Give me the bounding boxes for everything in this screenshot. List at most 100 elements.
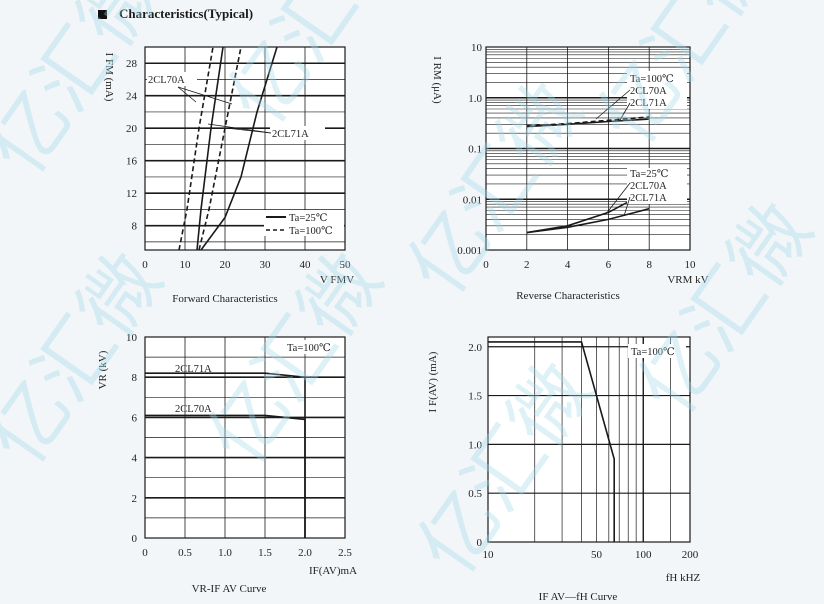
reverse-xlabel: VRM kV — [667, 274, 708, 286]
forward-legend-bg — [264, 210, 344, 236]
reverse-xtick-label-4: 8 — [646, 259, 652, 271]
vr-if-annotation-0: Ta=100℃ — [287, 343, 331, 354]
forward-chart: 0 10 20 30 40 50 8 12 16 20 24 28 V FMV I FM (mA) Forw… — [103, 46, 354, 305]
vr-if-ytick-label-4: 8 — [132, 372, 138, 384]
forward-annotation-0: 2CL70A — [148, 75, 185, 86]
reverse-caption: Reverse Characteristics — [516, 290, 620, 302]
if-f-chart: 10 50 100 200 0 0.5 1.0 1.5 2.0 fH kHZ I F(AV) (mA… — [427, 336, 701, 603]
reverse-annot-bg-bottom — [627, 168, 687, 204]
forward-ytick-label-4: 24 — [126, 91, 138, 103]
forward-ylabel: I FM (mA) — [103, 53, 115, 102]
vr-if-xtick-label-4: 2.0 — [298, 547, 312, 559]
if-f-ytick-label-0: 0 — [477, 537, 483, 549]
if-f-ytick-label-1: 0.5 — [468, 488, 482, 500]
forward-xtick-label-3: 30 — [260, 259, 272, 271]
if-f-annot-bg-0 — [628, 344, 686, 358]
forward-ytick-label-2: 16 — [126, 156, 138, 168]
vr-if-annot-bg-0 — [284, 340, 342, 354]
reverse-ytick-label-2: 0.1 — [468, 144, 482, 156]
reverse-ytick-label-1: 0.01 — [463, 194, 482, 206]
reverse-ytick-label-3: 1.0 — [468, 93, 482, 105]
vr-if-xtick-label-3: 1.5 — [258, 547, 272, 559]
if-f-series-0 — [488, 341, 616, 542]
if-f-xlabel: fH kHZ — [666, 572, 701, 584]
forward-pointer-0a — [177, 86, 197, 103]
forward-xtick-label-5: 50 — [340, 259, 352, 271]
reverse-ytick-label-0: 0.001 — [457, 245, 482, 257]
vr-if-chart: 0 0.5 1.0 1.5 2.0 2.5 0 2 4 6 8 10 IF(AV)mA VR (kV) VR… — [97, 332, 357, 595]
forward-ytick-label-5: 28 — [126, 58, 138, 70]
if-f-ytick-label-3: 1.5 — [468, 391, 482, 403]
reverse-pointer-3 — [623, 196, 631, 217]
reverse-chart: 0 2 4 6 8 10 0.001 0.01 0.1 1.0 10 VRM kV I RM (μA) R… — [431, 42, 709, 302]
reverse-annotation-4: 2CL70A — [630, 181, 667, 192]
if-f-ytick-label-4: 2.0 — [468, 342, 482, 354]
reverse-xtick-label-5: 10 — [685, 259, 697, 271]
if-f-annotation-0: Ta=100℃ — [631, 347, 675, 358]
if-f-caption: IF AV—fH Curve — [539, 591, 618, 603]
reverse-annotation-0: Ta=100℃ — [630, 74, 674, 85]
forward-annotation-1: 2CL71A — [272, 129, 309, 140]
vr-if-annotation-2: 2CL70A — [175, 404, 212, 415]
forward-pointer-0b — [177, 86, 233, 105]
reverse-xtick-label-3: 6 — [606, 259, 612, 271]
forward-xlabel: V FMV — [320, 274, 354, 286]
vr-if-ytick-label-0: 0 — [132, 533, 138, 545]
reverse-ytick-label-4: 10 — [471, 42, 483, 54]
reverse-ylabel: I RM (μA) — [431, 56, 443, 104]
if-f-xtick-label-2: 100 — [635, 549, 652, 561]
vr-if-caption: VR-IF AV Curve — [192, 583, 267, 595]
reverse-series-3 — [526, 207, 650, 234]
vr-if-series-1 — [145, 414, 306, 538]
if-f-xtick-label-0: 10 — [483, 549, 495, 561]
reverse-xtick-label-1: 2 — [524, 259, 530, 271]
forward-ytick-label-3: 20 — [126, 123, 138, 135]
page-title-text: Characteristics(Typical) — [119, 6, 254, 21]
page-title: Characteristics(Typical) — [98, 6, 253, 22]
vr-if-xtick-label-5: 2.5 — [338, 547, 352, 559]
vr-if-ytick-label-1: 2 — [132, 493, 138, 505]
forward-xtick-label-2: 20 — [220, 259, 232, 271]
vr-if-xtick-label-2: 1.0 — [218, 547, 232, 559]
forward-series-3 — [200, 46, 278, 251]
reverse-series-1 — [526, 118, 650, 128]
reverse-annotation-2: 2CL71A — [630, 98, 667, 109]
vr-if-annotation-1: 2CL71A — [175, 364, 212, 375]
title-bullet-icon — [98, 9, 107, 19]
forward-xtick-label-1: 10 — [180, 259, 192, 271]
vr-if-xtick-label-1: 0.5 — [178, 547, 192, 559]
reverse-xtick-label-0: 0 — [483, 259, 489, 271]
forward-annot-bg-1 — [270, 126, 325, 140]
reverse-annotation-5: 2CL71A — [630, 193, 667, 204]
reverse-xtick-label-2: 4 — [565, 259, 571, 271]
vr-if-xlabel: IF(AV)mA — [309, 565, 357, 577]
forward-series-1 — [196, 46, 224, 251]
vr-if-ytick-label-5: 10 — [126, 332, 138, 344]
vr-if-ytick-label-3: 6 — [132, 412, 138, 424]
reverse-pointer-1 — [619, 102, 631, 121]
vr-if-ytick-label-2: 4 — [132, 453, 138, 465]
reverse-pointer-2 — [605, 182, 631, 215]
vr-if-xtick-label-0: 0 — [142, 547, 148, 559]
forward-annot-bg-0 — [147, 72, 197, 86]
vr-if-ylabel: VR (kV) — [97, 350, 109, 389]
forward-ytick-label-0: 8 — [132, 221, 138, 233]
reverse-annotation-3: Ta=25℃ — [630, 169, 669, 180]
if-f-ytick-label-2: 1.0 — [468, 439, 482, 451]
reverse-annotation-1: 2CL70A — [630, 86, 667, 97]
if-f-xtick-label-1: 50 — [591, 549, 603, 561]
forward-xtick-label-0: 0 — [142, 259, 148, 271]
forward-series-0 — [178, 46, 214, 251]
forward-legend-dashed-label: Ta=100℃ — [289, 226, 333, 237]
forward-legend-solid-label: Ta=25℃ — [289, 213, 328, 224]
if-f-ylabel: I F(AV) (mA) — [427, 351, 439, 412]
if-f-xtick-label-3: 200 — [682, 549, 699, 561]
forward-xtick-label-4: 40 — [300, 259, 312, 271]
forward-ytick-label-1: 12 — [126, 188, 137, 200]
forward-pointer-1b — [225, 127, 272, 134]
reverse-pointer-0 — [595, 89, 631, 120]
forward-series-2 — [198, 46, 242, 251]
forward-caption: Forward Characteristics — [172, 293, 277, 305]
